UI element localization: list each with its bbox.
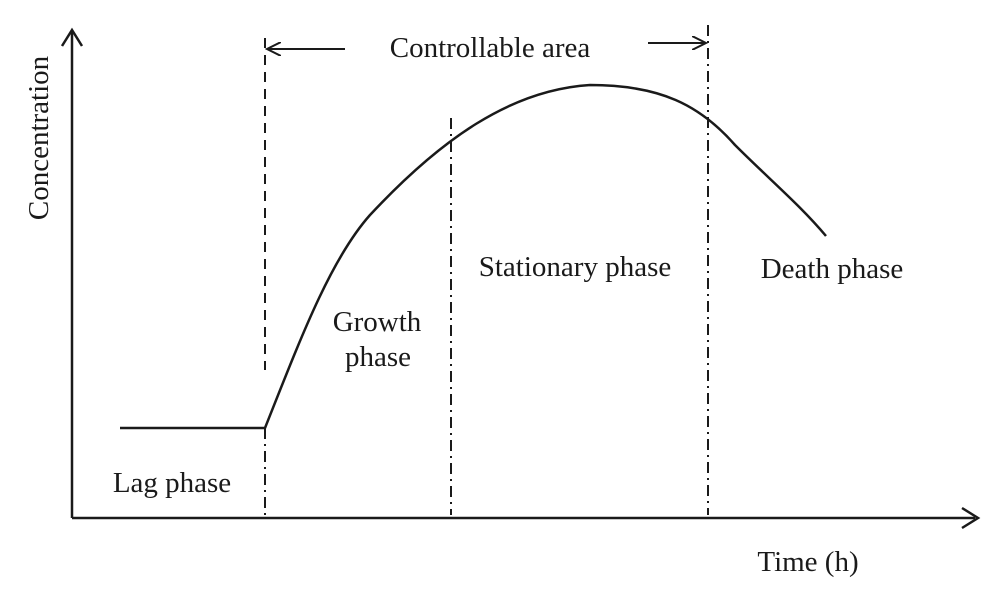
y-axis-label: Concentration (23, 55, 55, 220)
death-phase-label: Death phase (761, 253, 904, 285)
controllable-area-label: Controllable area (390, 32, 591, 64)
lag-phase-label: Lag phase (113, 467, 231, 499)
growth-phase-label-line1: Growth (333, 306, 422, 338)
growth-phase-label-line2: phase (345, 341, 411, 373)
stationary-phase-label: Stationary phase (479, 251, 671, 283)
y-axis-arrow (60, 27, 84, 47)
x-axis-label: Time (h) (757, 546, 858, 578)
x-axis-arrow (961, 506, 981, 530)
growth-curve (120, 83, 827, 430)
